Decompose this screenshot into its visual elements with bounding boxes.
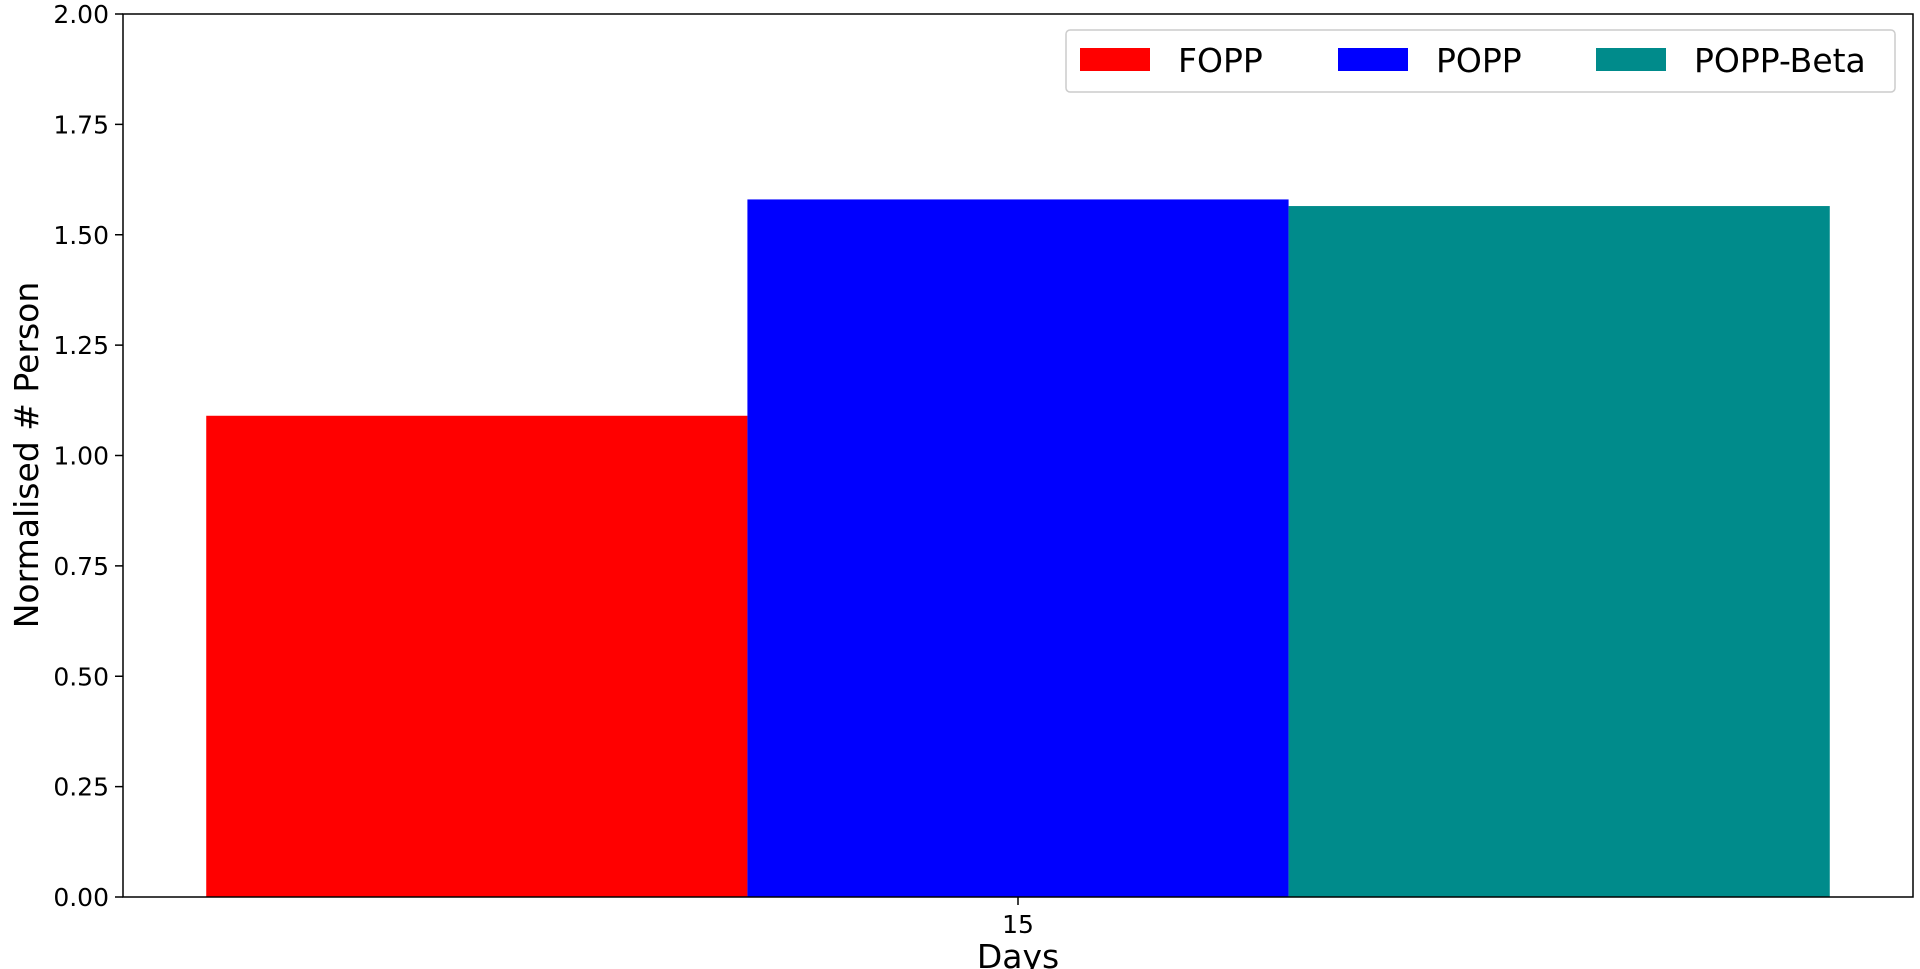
legend-swatch-popp-beta (1596, 48, 1666, 71)
y-tick-label: 0.50 (53, 662, 109, 691)
x-axis-title: Days (977, 937, 1059, 969)
y-tick-label: 0.25 (53, 773, 109, 802)
bar-popp (747, 199, 1289, 897)
legend-label-popp: POPP (1436, 41, 1522, 80)
y-axis-title: Normalised # Person (7, 282, 46, 629)
legend-items: FOPP POPP POPP-Beta (1080, 41, 1866, 80)
y-tick-label: 0.00 (53, 883, 109, 912)
legend-label-fopp: FOPP (1178, 41, 1263, 80)
legend: FOPP POPP POPP-Beta (1065, 29, 1896, 93)
legend-box (1065, 29, 1896, 93)
x-axis: 15 (1002, 897, 1034, 939)
y-tick-label: 1.75 (53, 110, 109, 139)
legend-swatch-fopp (1080, 48, 1150, 71)
bar-fopp (206, 415, 748, 897)
y-tick-label: 1.50 (53, 221, 109, 250)
y-tick-label: 1.00 (53, 442, 109, 471)
legend-label-popp-beta: POPP-Beta (1694, 41, 1866, 80)
legend-swatch-popp (1338, 48, 1408, 71)
y-axis: 0.00 0.25 0.50 0.75 1.00 1.25 1.50 1.75 2.00 (53, 0, 123, 912)
y-tick-label: 0.75 (53, 552, 109, 581)
bars-group (206, 199, 1830, 898)
y-tick-label: 1.25 (53, 331, 109, 360)
y-tick-label: 2.00 (53, 0, 109, 29)
bar-popp-beta (1288, 206, 1830, 898)
x-tick-label: 15 (1002, 910, 1034, 939)
